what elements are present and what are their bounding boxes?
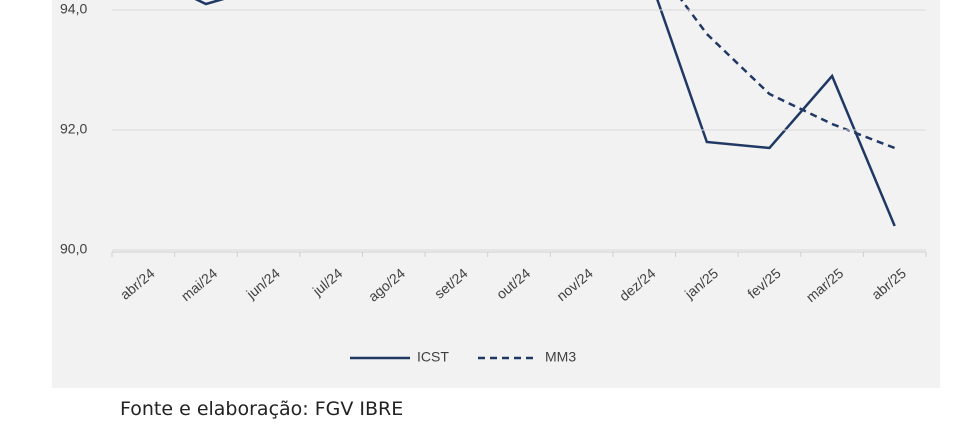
chart-background (52, 0, 940, 388)
y-tick-label: 94,0 (60, 1, 87, 17)
series-line (679, 0, 896, 150)
legend-label: ICST (417, 349, 449, 365)
plot-area (194, 0, 896, 227)
y-tick-label: 92,0 (60, 121, 87, 137)
series-line (194, 0, 896, 227)
source-note: Fonte e elaboração: FGV IBRE (120, 398, 404, 420)
y-tick-label: 90,0 (60, 241, 87, 257)
legend-label: MM3 (545, 349, 576, 365)
